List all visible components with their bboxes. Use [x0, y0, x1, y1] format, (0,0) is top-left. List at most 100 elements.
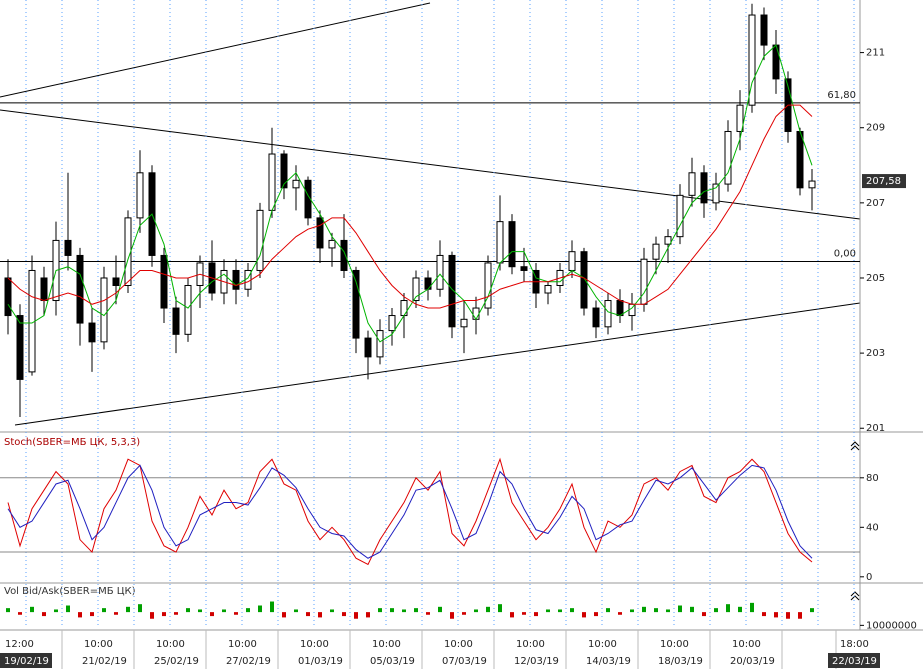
volume-bar: [774, 612, 778, 618]
volume-bar: [714, 608, 718, 613]
volume-bar: [810, 608, 814, 613]
volume-bar: [66, 605, 70, 613]
date-label: 19/02/19: [4, 656, 49, 667]
volume-bar: [678, 605, 682, 613]
candle-body: [496, 221, 504, 264]
volume-bar: [402, 609, 406, 613]
x-tick-label: 12:00: [5, 639, 34, 650]
collapse-icon[interactable]: [850, 441, 860, 451]
candle-body: [568, 251, 576, 271]
candle-body: [760, 14, 768, 46]
candle-body: [796, 130, 804, 189]
candle-body: [376, 330, 384, 358]
candle-body: [124, 217, 132, 286]
volume-bar: [114, 612, 118, 615]
y-tick-label: 0: [866, 572, 872, 583]
volume-bar: [762, 612, 766, 617]
trend-line: [14, 302, 861, 426]
y-tick-label: 211: [866, 48, 885, 59]
x-tick-label: 18:00: [840, 639, 869, 650]
date-label: 25/02/19: [154, 656, 199, 667]
candle-body: [448, 254, 456, 328]
candle-body: [484, 262, 492, 309]
volume-bar: [6, 608, 10, 613]
date-label: 20/03/19: [730, 656, 775, 667]
x-tick-label: 10:00: [588, 639, 617, 650]
volume-bar: [558, 609, 562, 613]
candle-body: [100, 277, 108, 343]
y-tick-label: 203: [866, 348, 885, 359]
candle-body: [424, 277, 432, 290]
collapse-icon[interactable]: [850, 591, 860, 601]
volume-bar: [78, 612, 82, 618]
volume-bar: [438, 606, 442, 613]
candle-body: [328, 239, 336, 249]
date-box: [0, 653, 52, 668]
volume-bar: [366, 612, 370, 618]
candle-body: [268, 153, 276, 211]
candle-body: [16, 315, 24, 380]
volume-bar: [390, 608, 394, 613]
y-tick-label: 209: [866, 123, 885, 134]
candle-body: [400, 300, 408, 317]
volume-bar: [798, 612, 802, 619]
volume-bar: [126, 606, 130, 613]
candle-body: [184, 284, 192, 335]
candle-body: [4, 277, 12, 317]
volume-bar: [234, 612, 238, 615]
volume-bar: [282, 612, 286, 618]
volume-bar: [642, 606, 646, 613]
candle-body: [64, 239, 72, 256]
stochastic-line: [7, 457, 813, 566]
candle-body: [520, 266, 528, 271]
candle-body: [712, 183, 720, 204]
volume-bar: [702, 612, 706, 617]
date-label: 07/03/19: [442, 656, 487, 667]
stochastic-line: [7, 464, 813, 559]
volume-bar: [654, 608, 658, 613]
candle-body: [232, 269, 240, 290]
date-label: 27/02/19: [226, 656, 271, 667]
volume-bar: [294, 609, 298, 613]
candle-body: [664, 236, 672, 245]
candle-body: [676, 194, 684, 238]
volume-bar: [522, 612, 526, 615]
volume-bar: [474, 609, 478, 613]
volume-bar: [210, 612, 214, 617]
level-label: 61,80: [827, 90, 856, 101]
date-label: 21/02/19: [82, 656, 127, 667]
date-label: 18/03/19: [658, 656, 703, 667]
candle-body: [172, 307, 180, 335]
candle-body: [616, 300, 624, 317]
volume-bar: [690, 606, 694, 613]
candle-body: [280, 153, 288, 189]
candle-body: [640, 258, 648, 305]
volume-bar: [30, 606, 34, 613]
candle-body: [700, 172, 708, 204]
volume-bar: [414, 608, 418, 613]
volume-title: Vol Bid/Ask(SBER=МБ ЦК): [4, 586, 136, 597]
candle-body: [748, 14, 756, 106]
volume-bar: [90, 612, 94, 617]
x-tick-label: 10:00: [732, 639, 761, 650]
volume-bar: [138, 604, 142, 613]
candle-body: [340, 239, 348, 271]
volume-bar: [630, 609, 634, 613]
volume-bar: [582, 612, 586, 618]
trend-line: [0, 2, 431, 98]
stoch-title: Stoch(SBER=МБ ЦК, 5,3,3): [4, 437, 140, 448]
volume-bar: [738, 606, 742, 613]
volume-bar: [534, 612, 538, 617]
y-tick-label: 207: [866, 198, 885, 209]
candle-body: [808, 180, 816, 189]
volume-bar: [486, 606, 490, 613]
volume-bar: [162, 612, 166, 617]
y-tick-label: 201: [866, 423, 885, 434]
candle-body: [160, 254, 168, 309]
volume-bar: [666, 609, 670, 613]
date-box: [828, 653, 880, 668]
candle-body: [364, 337, 372, 358]
volume-bar: [342, 612, 346, 617]
moving-average: [7, 104, 813, 309]
